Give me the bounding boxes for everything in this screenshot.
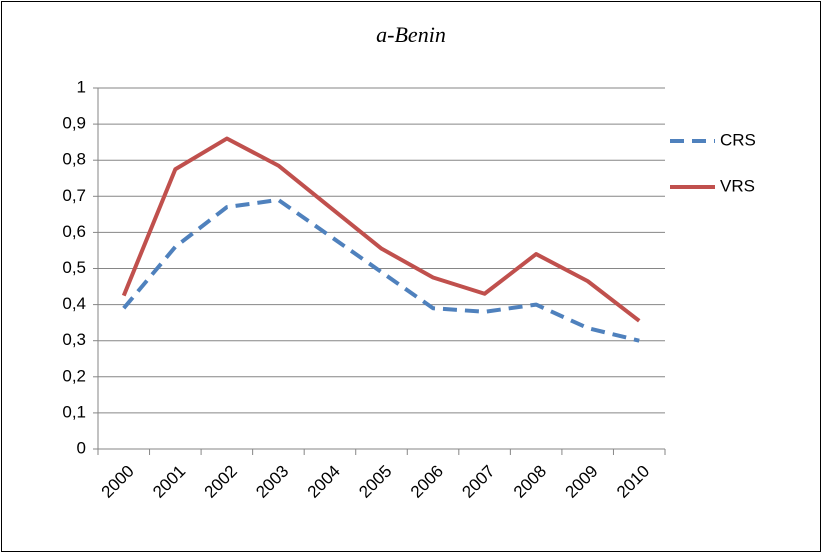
y-tick-label: 0,6 [62, 222, 86, 241]
y-tick-label: 1 [77, 77, 86, 96]
y-tick-label: 0 [77, 438, 86, 457]
y-tick-label: 0,2 [62, 366, 86, 385]
y-tick-label: 0,7 [62, 186, 86, 205]
legend-label: CRS [720, 130, 756, 149]
y-tick-label: 0,5 [62, 258, 86, 277]
line-series [121, 136, 641, 323]
y-tick-label: 0,3 [62, 330, 86, 349]
legend-label: VRS [720, 176, 755, 195]
y-tick-label: 0,9 [62, 114, 86, 133]
y-tick-label: 0,1 [62, 402, 86, 421]
y-tick-label: 0,4 [62, 294, 86, 313]
line-series [122, 197, 640, 343]
chart-title: a-Benin [376, 22, 446, 47]
y-tick-label: 0,8 [62, 150, 86, 169]
